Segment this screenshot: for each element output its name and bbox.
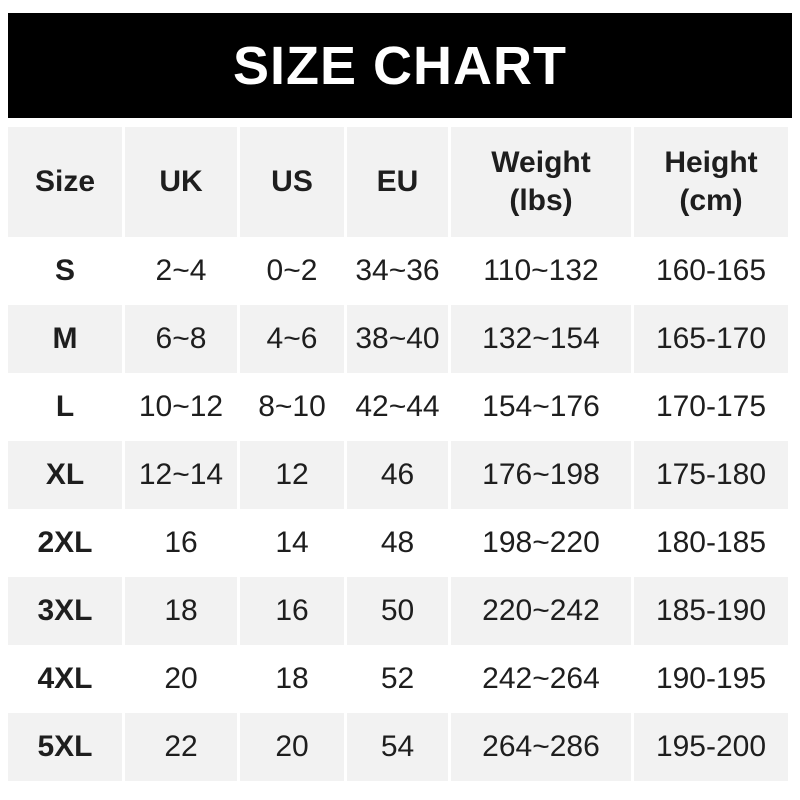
row-label: 5XL [8,713,122,781]
table-row-m: M 6~8 4~6 38~40 132~154 165-170 [8,305,788,373]
header-row: Size UK US EU Weight (lbs) Height (cm) [8,127,788,237]
table-row-4xl: 4XL 20 18 52 242~264 190-195 [8,645,788,713]
table-row-5xl: 5XL 22 20 54 264~286 195-200 [8,713,788,781]
column-header-unit: (cm) [679,184,743,217]
column-header-eu: EU [347,127,448,237]
table-cell: 175-180 [634,441,788,509]
table-cell: 132~154 [451,305,631,373]
table-cell: 16 [240,577,344,645]
size-chart-banner: SIZE CHART [8,13,792,118]
column-header-label: Height [664,146,758,179]
table-cell: 8~10 [240,373,344,441]
table-cell: 38~40 [347,305,448,373]
table-cell: 10~12 [125,373,237,441]
table-cell: 46 [347,441,448,509]
row-label: 4XL [8,645,122,713]
column-header-uk: UK [125,127,237,237]
table-cell: 198~220 [451,509,631,577]
table-cell: 154~176 [451,373,631,441]
column-header-height: Height (cm) [634,127,788,237]
table-cell: 220~242 [451,577,631,645]
table-cell: 20 [125,645,237,713]
column-header-label: Weight [491,146,591,179]
table-cell: 180-185 [634,509,788,577]
table-cell: 50 [347,577,448,645]
table-cell: 14 [240,509,344,577]
table-cell: 190-195 [634,645,788,713]
column-header-unit: (lbs) [509,184,573,217]
table-row-s: S 2~4 0~2 34~36 110~132 160-165 [8,237,788,305]
row-label: XL [8,441,122,509]
table-cell: 20 [240,713,344,781]
table-cell: 6~8 [125,305,237,373]
column-header-size: Size [8,127,122,237]
table-cell: 18 [240,645,344,713]
table-cell: 48 [347,509,448,577]
table-row-xl: XL 12~14 12 46 176~198 175-180 [8,441,788,509]
table-row-2xl: 2XL 16 14 48 198~220 180-185 [8,509,788,577]
table-cell: 4~6 [240,305,344,373]
table-cell: 165-170 [634,305,788,373]
size-chart-title: SIZE CHART [233,35,567,96]
table-cell: 195-200 [634,713,788,781]
table-row-3xl: 3XL 18 16 50 220~242 185-190 [8,577,788,645]
table-cell: 110~132 [451,237,631,305]
column-header-label: EU [376,165,419,198]
table-cell: 185-190 [634,577,788,645]
column-header-label: US [271,165,313,198]
table-cell: 170-175 [634,373,788,441]
table-cell: 22 [125,713,237,781]
table-cell: 264~286 [451,713,631,781]
table-cell: 52 [347,645,448,713]
row-label: 3XL [8,577,122,645]
table-row-l: L 10~12 8~10 42~44 154~176 170-175 [8,373,788,441]
table-cell: 12~14 [125,441,237,509]
row-label: L [8,373,122,441]
size-chart-table: Size UK US EU Weight (lbs) Height (cm) S… [5,127,791,781]
row-label: M [8,305,122,373]
column-header-label: Size [34,165,96,198]
table-cell: 0~2 [240,237,344,305]
table-cell: 160-165 [634,237,788,305]
row-label: 2XL [8,509,122,577]
table-cell: 2~4 [125,237,237,305]
column-header-label: UK [159,165,203,198]
table-cell: 242~264 [451,645,631,713]
table-cell: 42~44 [347,373,448,441]
table-cell: 54 [347,713,448,781]
table-cell: 34~36 [347,237,448,305]
row-label: S [8,237,122,305]
table-cell: 16 [125,509,237,577]
table-cell: 18 [125,577,237,645]
table-cell: 12 [240,441,344,509]
column-header-us: US [240,127,344,237]
column-header-weight: Weight (lbs) [451,127,631,237]
table-cell: 176~198 [451,441,631,509]
